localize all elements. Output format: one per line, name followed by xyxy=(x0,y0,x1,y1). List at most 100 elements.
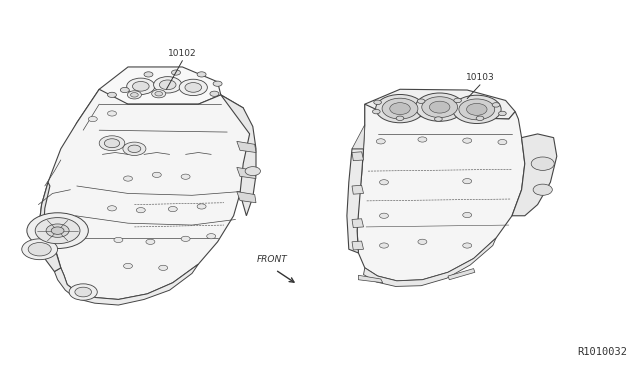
Circle shape xyxy=(185,83,202,92)
Polygon shape xyxy=(237,167,256,179)
Circle shape xyxy=(35,218,80,244)
Circle shape xyxy=(22,239,58,260)
Circle shape xyxy=(152,172,161,177)
Circle shape xyxy=(114,237,123,243)
Circle shape xyxy=(435,117,442,121)
Circle shape xyxy=(154,77,182,93)
Circle shape xyxy=(155,92,163,96)
Circle shape xyxy=(132,81,149,91)
Polygon shape xyxy=(237,192,256,203)
Circle shape xyxy=(197,204,206,209)
Polygon shape xyxy=(237,141,256,153)
Polygon shape xyxy=(54,264,198,305)
Circle shape xyxy=(422,97,458,118)
Circle shape xyxy=(131,93,138,97)
Polygon shape xyxy=(352,185,364,194)
Polygon shape xyxy=(352,152,364,161)
Polygon shape xyxy=(365,89,515,125)
Circle shape xyxy=(459,99,495,120)
Circle shape xyxy=(207,234,216,239)
Circle shape xyxy=(159,80,176,90)
Circle shape xyxy=(429,101,450,113)
Polygon shape xyxy=(38,89,250,299)
Polygon shape xyxy=(448,269,475,280)
Circle shape xyxy=(452,95,501,124)
Circle shape xyxy=(99,136,125,151)
Circle shape xyxy=(245,167,260,176)
Circle shape xyxy=(210,91,219,96)
Circle shape xyxy=(390,103,410,115)
Polygon shape xyxy=(99,67,221,104)
Circle shape xyxy=(104,139,120,148)
Circle shape xyxy=(51,227,64,234)
Circle shape xyxy=(128,145,141,153)
Circle shape xyxy=(127,78,155,94)
Polygon shape xyxy=(221,95,256,216)
Circle shape xyxy=(380,180,388,185)
Circle shape xyxy=(69,284,97,300)
Circle shape xyxy=(492,103,500,107)
Circle shape xyxy=(124,176,132,181)
Circle shape xyxy=(181,174,190,179)
Polygon shape xyxy=(512,134,557,216)
Text: 10102: 10102 xyxy=(168,49,196,58)
Polygon shape xyxy=(364,238,496,286)
Circle shape xyxy=(417,99,425,103)
Circle shape xyxy=(531,157,554,170)
Circle shape xyxy=(396,116,404,121)
Circle shape xyxy=(498,140,507,145)
Circle shape xyxy=(463,212,472,218)
Circle shape xyxy=(124,263,132,269)
Polygon shape xyxy=(35,231,61,272)
Text: 10103: 10103 xyxy=(466,73,494,82)
Circle shape xyxy=(418,239,427,244)
Polygon shape xyxy=(38,89,101,268)
Polygon shape xyxy=(352,125,365,149)
Circle shape xyxy=(179,79,207,96)
Circle shape xyxy=(418,137,427,142)
Circle shape xyxy=(372,109,380,114)
Circle shape xyxy=(172,70,180,75)
Circle shape xyxy=(108,206,116,211)
Polygon shape xyxy=(352,219,364,228)
Text: R1010032: R1010032 xyxy=(577,347,627,357)
Circle shape xyxy=(380,213,388,218)
Circle shape xyxy=(159,265,168,270)
Circle shape xyxy=(168,206,177,212)
Circle shape xyxy=(123,142,146,155)
Circle shape xyxy=(27,213,88,248)
Circle shape xyxy=(499,111,506,116)
Circle shape xyxy=(463,179,472,184)
Circle shape xyxy=(454,98,461,103)
Circle shape xyxy=(108,111,116,116)
Circle shape xyxy=(374,100,381,105)
Circle shape xyxy=(533,184,552,195)
Polygon shape xyxy=(352,241,364,250)
Circle shape xyxy=(181,236,190,241)
Circle shape xyxy=(88,116,97,122)
Circle shape xyxy=(376,94,424,123)
Text: FRONT: FRONT xyxy=(257,255,287,264)
Circle shape xyxy=(136,208,145,213)
Circle shape xyxy=(108,92,116,97)
Circle shape xyxy=(382,98,418,119)
Circle shape xyxy=(463,243,472,248)
Circle shape xyxy=(197,72,206,77)
Polygon shape xyxy=(38,182,50,231)
Circle shape xyxy=(467,103,487,115)
Circle shape xyxy=(144,72,153,77)
Circle shape xyxy=(415,93,464,121)
Circle shape xyxy=(152,90,166,98)
Polygon shape xyxy=(358,275,383,283)
Circle shape xyxy=(120,87,129,93)
Circle shape xyxy=(380,243,388,248)
Circle shape xyxy=(28,243,51,256)
Circle shape xyxy=(75,287,92,297)
Polygon shape xyxy=(357,104,525,281)
Circle shape xyxy=(476,116,484,121)
Circle shape xyxy=(213,81,222,86)
Circle shape xyxy=(376,139,385,144)
Circle shape xyxy=(146,239,155,244)
Circle shape xyxy=(463,138,472,143)
Polygon shape xyxy=(347,149,364,253)
